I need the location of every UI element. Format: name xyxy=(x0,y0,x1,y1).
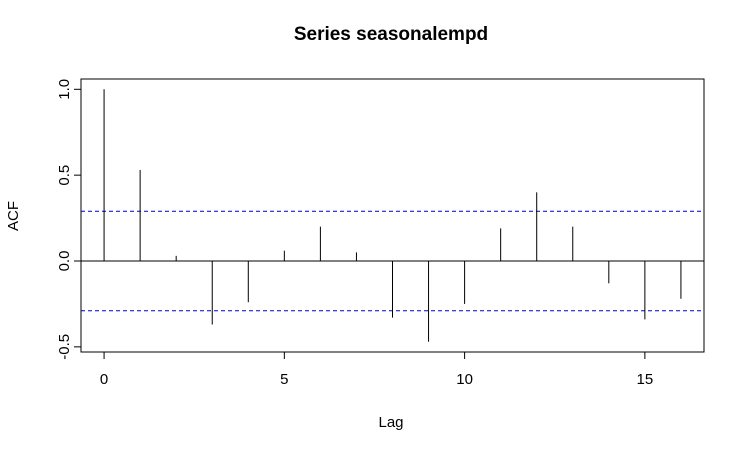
chart-title: Series seasonalempd xyxy=(294,24,488,45)
x-tick-label: 0 xyxy=(100,371,108,388)
y-tick-label: 0.0 xyxy=(56,251,73,272)
x-axis: 0 5 10 15 xyxy=(100,351,654,388)
y-tick-label: 0.5 xyxy=(56,165,73,186)
x-axis-label: Lag xyxy=(378,414,403,431)
y-axis-label: ACF xyxy=(5,201,22,231)
x-tick-label: 5 xyxy=(280,371,288,388)
y-tick-label: -0.5 xyxy=(56,334,73,360)
x-tick-label: 15 xyxy=(637,371,654,388)
acf-bars xyxy=(103,89,682,342)
x-tick-label: 10 xyxy=(456,371,473,388)
y-axis: -0.5 0.0 0.5 1.0 xyxy=(56,79,82,360)
y-tick-label: 1.0 xyxy=(56,79,73,100)
